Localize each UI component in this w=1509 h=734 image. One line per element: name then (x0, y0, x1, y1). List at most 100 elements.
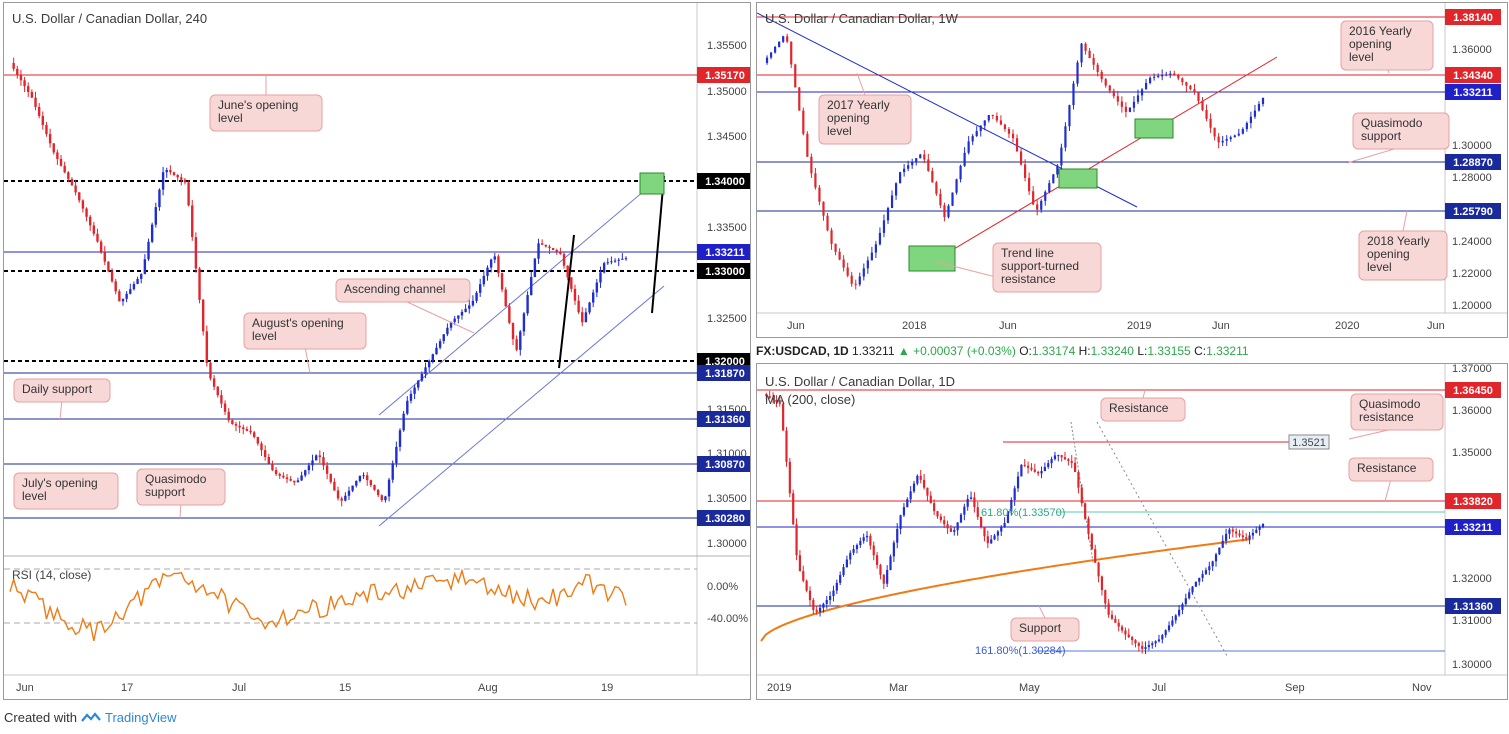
h4-candle (413, 387, 416, 394)
daily-candle (765, 393, 768, 397)
weekly-candle (1213, 127, 1216, 137)
weekly-candle (1136, 95, 1140, 102)
weekly-candle (971, 136, 974, 142)
h4-level-tag-bg (697, 365, 750, 381)
yearly-2016-callout-box (1340, 20, 1434, 71)
daily-candle (1053, 455, 1057, 460)
daily-candle (933, 503, 936, 512)
weekly-level-tag: 1.34340 (1453, 70, 1493, 82)
daily-support-callout-text: Daily support (22, 382, 93, 396)
daily-candle (1191, 586, 1194, 593)
daily-x-tick: Nov (1412, 682, 1432, 694)
daily-candle (825, 599, 828, 604)
weekly-chart-title: U.S. Dollar / Canadian Dollar, 1W (765, 11, 958, 26)
daily-ohlc-header: FX:USDCAD, 1D 1.33211 ▲ +0.00037 (+0.03%… (756, 344, 1249, 358)
h4-level-tag: 1.31360 (705, 414, 745, 426)
weekly-candle (1092, 58, 1095, 65)
yearly-2018-callout-pointer (1402, 210, 1408, 232)
daily-candle (1104, 590, 1107, 604)
h4-level-tag-bg (697, 456, 750, 472)
weekly-x-tick: Jun (999, 320, 1017, 332)
daily-candle (912, 483, 916, 492)
daily-level-tag-bg (1445, 493, 1501, 509)
weekly-candle (1165, 74, 1168, 76)
daily-candle (1003, 523, 1006, 528)
daily-chart-svg: 1.37000 1.36000 1.35000 1.32000 1.31000 1.300… (757, 364, 1507, 694)
daily-candle (822, 603, 825, 608)
h4-candle (457, 315, 460, 319)
weekly-candle (1088, 50, 1091, 59)
h4-x-tick: 19 (601, 682, 613, 694)
tradingview-logo-icon (81, 711, 101, 722)
tradingview-link[interactable]: TradingView (104, 710, 177, 725)
weekly-candle (1104, 79, 1107, 86)
daily-candle (916, 475, 919, 484)
daily-candle (1110, 614, 1114, 619)
daily-quasimodo-callout-text: resistance (1359, 410, 1414, 424)
weekly-candle (923, 154, 926, 160)
h4-candle (78, 192, 81, 201)
yearly-2016-callout-text: level (1349, 50, 1374, 64)
daily-candle (959, 514, 963, 523)
weekly-candle (1132, 101, 1136, 108)
trendline-resistance-callout-text: Trend line (1001, 246, 1054, 260)
h4-candle (140, 274, 143, 279)
h4-candle (420, 373, 424, 381)
daily-candle (1208, 566, 1211, 571)
daily-level-tag-bg (1445, 598, 1501, 614)
weekly-candle (822, 201, 825, 216)
daily-candle (1144, 647, 1147, 649)
daily-candle (812, 600, 815, 611)
h4-x-tick: Jul (232, 682, 246, 694)
weekly-candle (1177, 74, 1180, 79)
h4-candle (220, 395, 223, 404)
trendline-resistance-callout-box (992, 242, 1102, 293)
daily-candle (953, 530, 956, 532)
weekly-candle (919, 154, 922, 159)
weekly-candle (1003, 124, 1007, 130)
h4-chart-panel[interactable]: 1.35500 1.35000 1.34500 1.33500 1.32500 1.315… (3, 2, 751, 700)
weekly-candle (1217, 136, 1220, 143)
weekly-chart-panel[interactable]: 1.36000 1.30000 1.28000 1.24000 1.22000 1.200… (756, 2, 1508, 338)
daily-chart-panel[interactable]: 1.37000 1.36000 1.35000 1.32000 1.31000 1.300… (756, 363, 1508, 700)
h4-candle (158, 189, 161, 208)
weekly-candle (786, 36, 789, 42)
h4-candle (533, 258, 537, 278)
weekly-candle (882, 220, 886, 233)
daily-candle (1120, 626, 1124, 631)
weekly-candle (814, 173, 817, 188)
h4-candle (369, 480, 373, 486)
daily-candle (956, 522, 959, 531)
h4-candle (577, 300, 580, 313)
weekly-candle (1084, 43, 1087, 51)
h4-candle (617, 259, 620, 261)
june-opening-callout-box (209, 94, 323, 132)
daily-x-tick: 2019 (767, 682, 791, 694)
weekly-candle (886, 208, 890, 221)
h4-candle (358, 475, 362, 482)
h4-level-tag-bg (697, 67, 750, 83)
weekly-candle (1205, 109, 1208, 119)
ascending-channel-callout-box (335, 278, 471, 303)
weekly-candle (1261, 97, 1265, 105)
weekly-candle (1253, 110, 1257, 117)
daily-candle (869, 535, 872, 546)
weekly-candle (1257, 104, 1261, 111)
weekly-level-tag-bg (1445, 203, 1501, 219)
yearly-2016-callout-text: 2016 Yearly (1349, 24, 1412, 38)
h4-candle (318, 455, 322, 458)
h4-candle (544, 244, 548, 247)
h4-candle (191, 205, 194, 238)
weekly-candle (842, 259, 845, 268)
h4-level-tag-bg (697, 244, 750, 260)
h4-candle (41, 115, 45, 125)
august-opening-callout-box (243, 312, 367, 350)
h4-candle (63, 165, 66, 173)
h4-candle (442, 334, 445, 342)
h4-candle (562, 254, 566, 266)
daily-candle (1040, 471, 1043, 474)
rsi-label: RSI (14, close) (12, 568, 91, 582)
weekly-candle (1229, 137, 1232, 140)
h4-y-tick: 1.33500 (707, 222, 747, 234)
h4-candle (282, 475, 285, 478)
